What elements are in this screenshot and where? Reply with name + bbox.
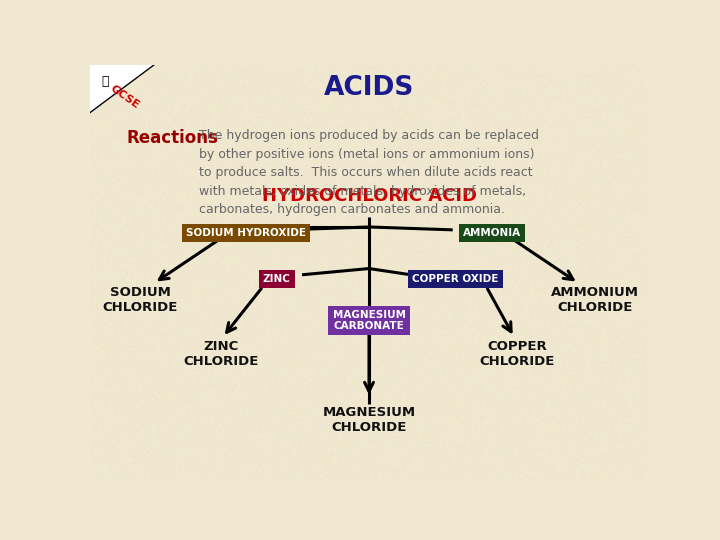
Text: MAGNESIUM
CHLORIDE: MAGNESIUM CHLORIDE	[323, 406, 415, 434]
Text: COPPER OXIDE: COPPER OXIDE	[413, 274, 499, 284]
Text: MAGNESIUM
CARBONATE: MAGNESIUM CARBONATE	[333, 310, 405, 332]
Text: ZINC: ZINC	[263, 274, 291, 284]
Text: HYDROCHLORIC ACID: HYDROCHLORIC ACID	[261, 187, 477, 205]
Text: AMMONIUM
CHLORIDE: AMMONIUM CHLORIDE	[551, 286, 639, 314]
Text: COPPER
CHLORIDE: COPPER CHLORIDE	[480, 340, 554, 368]
Text: The hydrogen ions produced by acids can be replaced
by other positive ions (meta: The hydrogen ions produced by acids can …	[199, 129, 539, 216]
Text: 🌲: 🌲	[102, 75, 109, 88]
Text: SODIUM HYDROXIDE: SODIUM HYDROXIDE	[186, 228, 306, 238]
Text: GCSE: GCSE	[109, 83, 142, 110]
Text: Reactions: Reactions	[126, 129, 218, 146]
Text: ZINC
CHLORIDE: ZINC CHLORIDE	[184, 340, 258, 368]
Polygon shape	[90, 65, 154, 113]
Text: SODIUM
CHLORIDE: SODIUM CHLORIDE	[102, 286, 178, 314]
Text: AMMONIA: AMMONIA	[463, 228, 521, 238]
Text: ACIDS: ACIDS	[324, 75, 414, 100]
